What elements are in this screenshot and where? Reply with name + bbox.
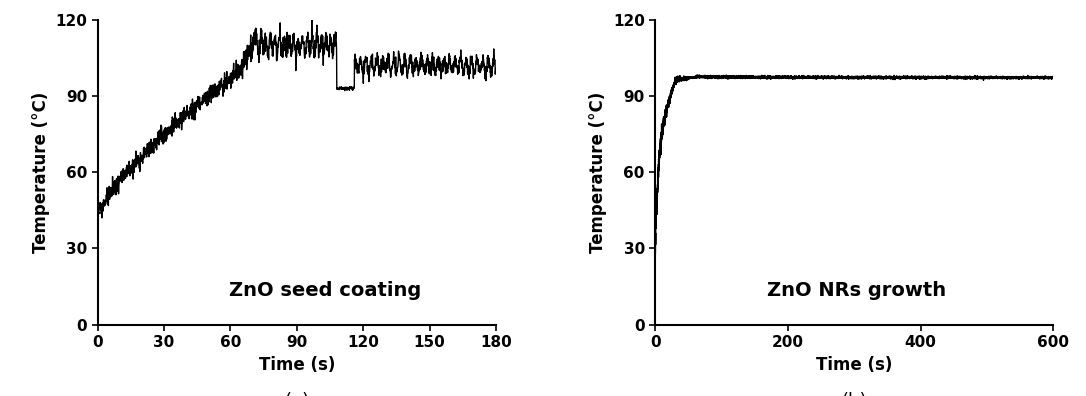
Text: (b): (b) — [842, 392, 867, 396]
Y-axis label: Temperature (°C): Temperature (°C) — [31, 91, 50, 253]
X-axis label: Time (s): Time (s) — [817, 356, 893, 374]
X-axis label: Time (s): Time (s) — [258, 356, 334, 374]
Y-axis label: Temperature (°C): Temperature (°C) — [590, 91, 607, 253]
Text: (a): (a) — [285, 392, 310, 396]
Text: ZnO seed coating: ZnO seed coating — [229, 281, 421, 300]
Text: ZnO NRs growth: ZnO NRs growth — [767, 281, 946, 300]
